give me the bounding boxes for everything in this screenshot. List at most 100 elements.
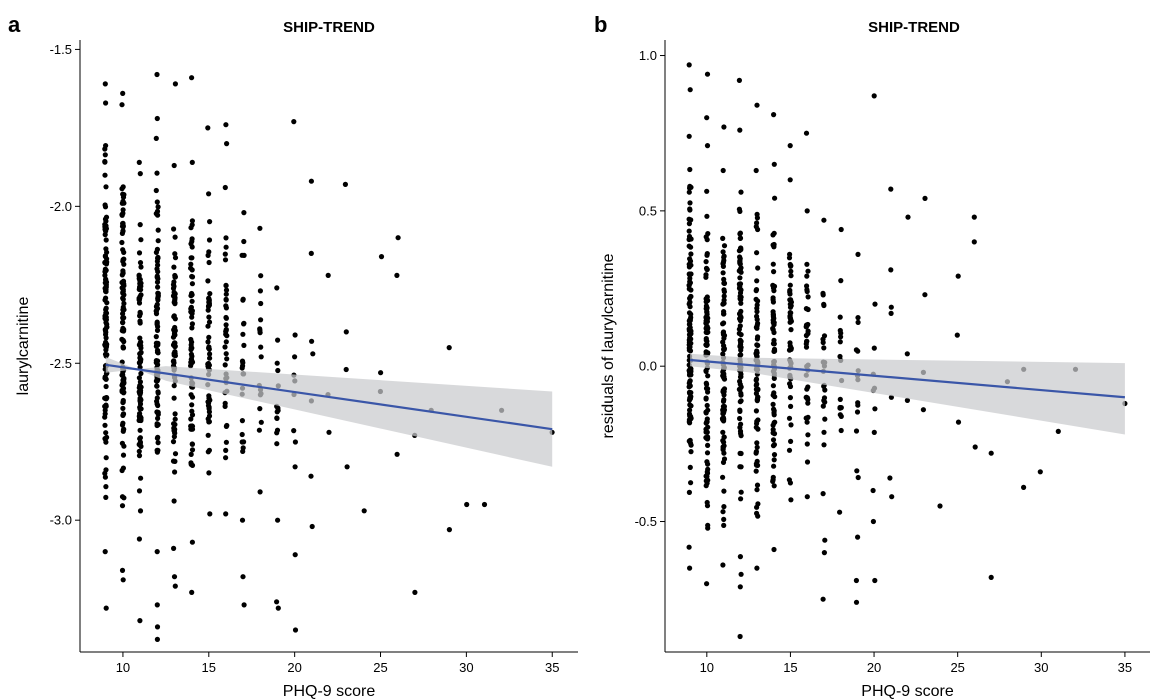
data-point [770,430,776,436]
data-point [172,81,178,87]
data-point [737,316,743,322]
data-point [721,392,727,398]
data-point [737,290,744,296]
data-point [206,400,212,406]
confidence-band [105,357,553,467]
data-point [803,332,810,339]
data-point [737,378,743,384]
data-point [103,396,109,402]
data-point [207,355,213,361]
data-point [771,341,777,347]
data-point [119,102,125,108]
x-tick-label: 25 [373,660,387,675]
data-point [770,261,776,267]
data-point [291,428,297,434]
data-point [754,348,760,354]
data-point [686,189,692,195]
data-point [771,408,777,414]
data-point [771,329,777,336]
data-point [189,281,195,287]
data-point [207,351,213,357]
data-point [137,260,144,266]
data-point [820,491,826,497]
data-point [804,283,810,289]
data-point [771,375,777,381]
data-point [171,395,177,401]
data-point [102,266,108,272]
data-point [102,411,108,417]
data-point [172,350,178,356]
data-point [120,427,127,433]
data-point [688,251,694,257]
data-point [703,395,709,401]
data-point [222,184,228,191]
data-point [170,334,177,340]
data-point [206,303,212,309]
data-point [822,537,828,543]
data-point [223,447,229,453]
data-point [103,455,109,461]
data-point [103,383,109,390]
data-point [102,470,108,476]
data-point [138,356,144,363]
data-point [721,297,727,303]
data-point [326,429,332,435]
data-point [853,428,860,434]
data-point [206,249,212,255]
data-point [820,403,826,409]
data-point [171,162,177,169]
data-point [720,429,726,435]
data-point [904,397,911,403]
data-point [838,226,844,233]
data-point [754,420,760,427]
data-point [804,273,810,279]
data-point [172,251,178,257]
data-point [121,192,127,198]
data-point [240,360,246,366]
data-point [119,212,125,218]
data-point [737,258,743,265]
data-point [223,235,229,241]
data-point [103,143,109,149]
data-point [343,329,349,335]
data-point [239,365,245,371]
data-point [837,396,843,402]
data-point [102,403,108,409]
data-point [704,402,710,409]
y-tick-label: -2.5 [50,356,72,371]
data-point [687,565,693,571]
data-point [703,380,709,386]
data-point [308,473,314,479]
data-point [705,329,711,335]
data-point [481,501,488,508]
data-point [171,279,177,285]
y-tick-label: 0.0 [639,359,657,374]
data-point [753,296,759,302]
data-point [753,450,759,456]
data-point [687,206,693,212]
data-point [954,332,960,338]
data-point [771,269,777,275]
data-point [705,461,711,467]
data-point [102,375,108,381]
data-point [205,125,211,131]
data-point [704,115,710,121]
x-tick-label: 25 [950,660,964,675]
data-point [223,439,229,445]
data-point [687,383,693,389]
data-point [754,336,761,342]
data-point [446,527,452,533]
data-point [736,330,742,336]
data-point [838,405,844,411]
data-point [154,624,161,630]
data-point [687,258,694,264]
data-point [240,331,246,337]
data-point [738,390,744,396]
data-point [737,323,743,329]
data-point [738,269,744,275]
data-point [721,276,727,282]
data-point [171,574,178,580]
data-point [172,411,178,417]
data-point [155,204,161,210]
data-point [153,334,159,340]
